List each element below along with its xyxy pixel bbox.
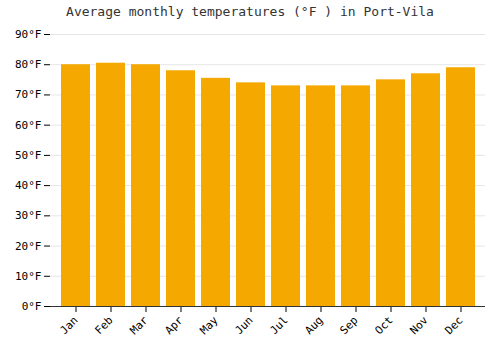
svg-text:90°F: 90°F xyxy=(15,28,42,41)
svg-text:Apr: Apr xyxy=(162,313,186,337)
svg-text:70°F: 70°F xyxy=(15,88,42,101)
svg-text:Mar: Mar xyxy=(127,313,151,337)
svg-text:Nov: Nov xyxy=(407,313,431,337)
svg-text:40°F: 40°F xyxy=(15,179,42,192)
svg-text:May: May xyxy=(197,313,221,337)
svg-text:Feb: Feb xyxy=(92,314,115,337)
svg-text:30°F: 30°F xyxy=(15,209,42,222)
svg-text:Aug: Aug xyxy=(302,314,325,337)
svg-text:60°F: 60°F xyxy=(15,119,42,132)
svg-text:Jun: Jun xyxy=(232,314,255,337)
svg-text:Sep: Sep xyxy=(337,314,360,337)
svg-text:Jul: Jul xyxy=(267,314,290,337)
svg-text:0°F: 0°F xyxy=(22,300,42,313)
svg-text:Jan: Jan xyxy=(57,314,80,337)
svg-text:Dec: Dec xyxy=(442,314,465,337)
svg-text:10°F: 10°F xyxy=(15,270,42,283)
html-text:Average monthly temperatures (: Average monthly temperatures (°F ) in Po… xyxy=(66,4,434,19)
svg-text:80°F: 80°F xyxy=(15,58,42,71)
svg-text:Oct: Oct xyxy=(372,314,395,337)
svg-text:50°F: 50°F xyxy=(15,149,42,162)
svg-text:20°F: 20°F xyxy=(15,240,42,253)
